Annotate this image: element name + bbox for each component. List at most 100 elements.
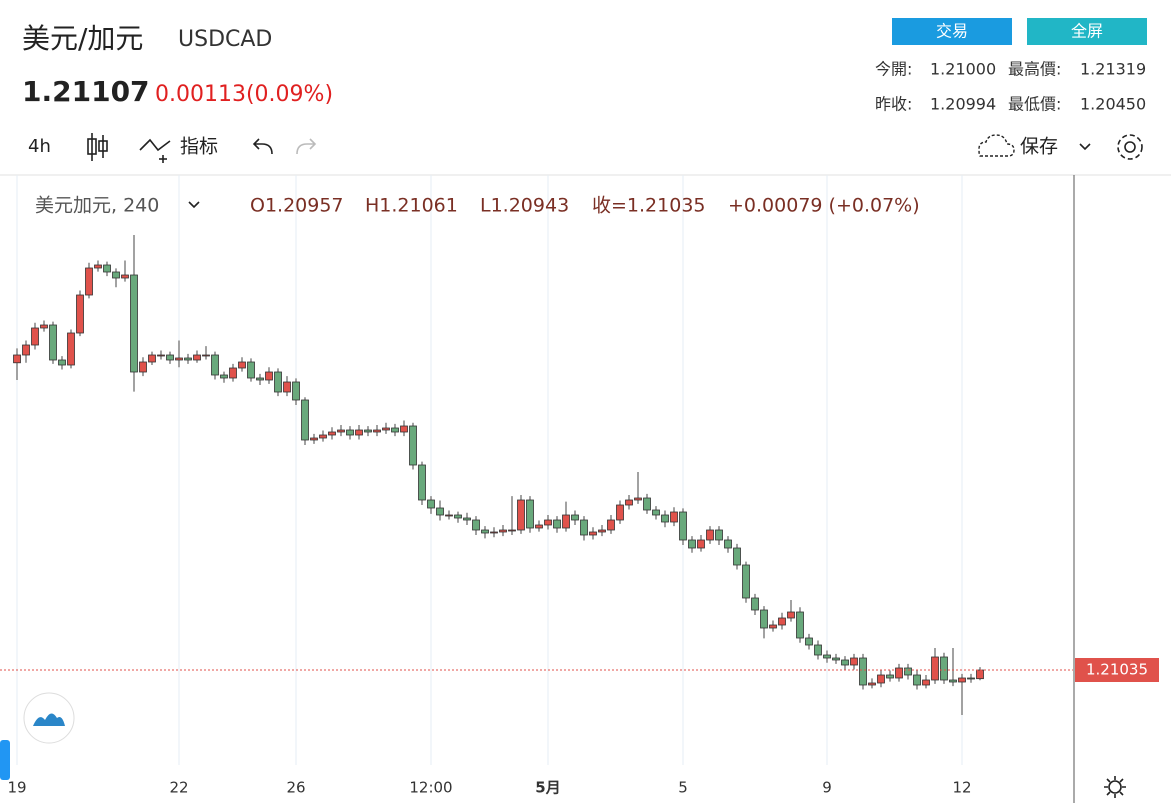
- indicators[interactable]: 指标: [180, 136, 218, 158]
- save[interactable]: 保存: [1020, 136, 1058, 158]
- legend-change: +0.00079 (+0.07%): [728, 195, 920, 217]
- candle-body: [760, 609, 768, 629]
- save-menu[interactable]: [1079, 143, 1091, 151]
- candle-body: [400, 425, 408, 433]
- candle-body: [751, 597, 759, 611]
- cloud-icon[interactable]: [978, 134, 1015, 157]
- x-tick-label: 19: [7, 779, 26, 797]
- candle-body: [193, 354, 201, 361]
- last-price-label: 1.21035: [1086, 661, 1148, 679]
- candle-body: [31, 327, 39, 346]
- candle-body: [319, 434, 327, 439]
- candle-body: [436, 507, 444, 516]
- legend-menu[interactable]: [188, 201, 200, 209]
- candle-body: [571, 514, 579, 521]
- candle-body: [175, 357, 183, 361]
- candle-body: [949, 679, 957, 683]
- candle-body: [22, 344, 30, 356]
- time-settings[interactable]: [1104, 776, 1126, 798]
- candle-body: [499, 529, 507, 533]
- candle-body: [598, 529, 606, 533]
- undo-icon[interactable]: [252, 138, 273, 155]
- candle-body: [382, 427, 390, 431]
- candle-body: [877, 674, 885, 684]
- x-tick-label: 12:00: [409, 779, 452, 797]
- candle-body: [364, 429, 372, 433]
- candle-body: [778, 617, 786, 626]
- candle-body: [688, 539, 696, 549]
- candle-body: [229, 367, 237, 379]
- candle-body: [607, 519, 615, 531]
- candle-body: [355, 429, 363, 436]
- candle-body: [130, 274, 138, 373]
- candle-body: [301, 399, 309, 441]
- candle-body: [850, 657, 858, 666]
- candle-body: [526, 499, 534, 529]
- legend-open: O1.20957: [250, 195, 344, 217]
- candle-body: [940, 656, 948, 681]
- candle-body: [868, 682, 876, 686]
- candle-body: [157, 354, 165, 357]
- logo[interactable]: [23, 692, 75, 744]
- candle-body: [661, 514, 669, 523]
- candle-body: [94, 264, 102, 269]
- legend-symbol: 美元加元, 240: [35, 195, 159, 217]
- x-tick-label: 12: [952, 779, 971, 797]
- candle-body: [976, 669, 984, 680]
- candle-body: [634, 497, 642, 501]
- legend-high: H1.21061: [365, 195, 458, 217]
- candle-body: [247, 361, 255, 379]
- candle-body: [418, 464, 426, 501]
- candle-body: [283, 381, 291, 393]
- candle-body: [211, 354, 219, 376]
- candle-body: [103, 264, 111, 273]
- candle-body: [328, 431, 336, 436]
- candle-body: [544, 519, 552, 526]
- candle-body: [463, 517, 471, 521]
- candle-body: [886, 674, 894, 679]
- x-tick-label: 26: [286, 779, 305, 797]
- candle-body: [589, 531, 597, 536]
- candle-body: [643, 497, 651, 511]
- candle-body: [256, 377, 264, 381]
- candle-body: [13, 354, 21, 364]
- candle-body: [238, 361, 246, 369]
- candle-body: [139, 361, 147, 373]
- trade-label[interactable]: 交易: [936, 22, 968, 41]
- price: 1.21107: [22, 75, 150, 108]
- candle-body: [913, 674, 921, 686]
- candle-body: [967, 677, 975, 680]
- candle-body: [841, 659, 849, 666]
- fullscreen-label[interactable]: 全屏: [1071, 22, 1103, 41]
- candle-body: [652, 509, 660, 516]
- candle-body: [814, 644, 822, 656]
- candle-body: [670, 511, 678, 523]
- candle-body: [472, 519, 480, 531]
- title: 美元/加元: [22, 22, 143, 55]
- candle-body: [409, 425, 417, 466]
- candle-body: [922, 679, 930, 686]
- interval[interactable]: 4h: [28, 136, 51, 157]
- x-tick-label: 5: [678, 779, 688, 797]
- candle-body: [112, 271, 120, 279]
- trade-button[interactable]: [892, 18, 1012, 45]
- candle-body: [508, 529, 516, 532]
- candle-body: [490, 531, 498, 534]
- candle-icon[interactable]: [87, 133, 108, 161]
- candle-body: [67, 332, 75, 366]
- settings-icon[interactable]: [1117, 134, 1143, 160]
- candle-body: [553, 519, 561, 529]
- candle-body: [445, 514, 453, 517]
- fullscreen-button[interactable]: [1027, 18, 1147, 45]
- candle-body: [346, 429, 354, 436]
- candle-body: [562, 514, 570, 529]
- candle-body: [427, 499, 435, 509]
- candle-body: [121, 274, 129, 279]
- candle-body: [895, 667, 903, 679]
- candle-body: [40, 324, 48, 329]
- candle-body: [85, 267, 93, 296]
- candle-body: [832, 657, 840, 661]
- side-tab[interactable]: [0, 740, 10, 780]
- indicator-icon[interactable]: [139, 138, 171, 163]
